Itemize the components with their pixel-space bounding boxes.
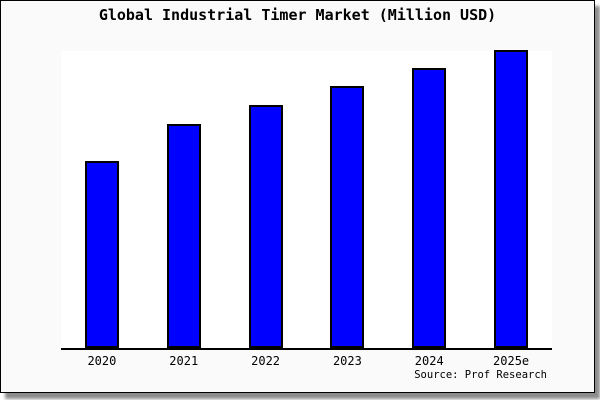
chart-title: Global Industrial Timer Market (Million … [98,6,497,24]
bar-2020 [84,161,119,348]
x-tick-label-2022: 2022 [251,354,281,368]
x-tick-label-2021: 2021 [169,354,199,368]
bar-2025e [494,50,529,348]
bar-2021 [166,124,201,348]
x-tick-label-2024: 2024 [414,354,444,368]
x-axis-labels: 2020 2021 2022 2023 2024 2025e [1,354,594,370]
x-tick-label-2023: 2023 [332,354,362,368]
chart-frame: Global Industrial Timer Market (Million … [0,0,595,393]
x-tick-label-2020: 2020 [87,354,117,368]
bar-2024 [412,68,447,348]
x-tick-label-2025e: 2025e [493,354,530,368]
bar-2023 [330,86,365,348]
plot-area [61,50,552,350]
source-note: Source: Prof Research [414,369,547,381]
bar-2022 [248,105,283,348]
